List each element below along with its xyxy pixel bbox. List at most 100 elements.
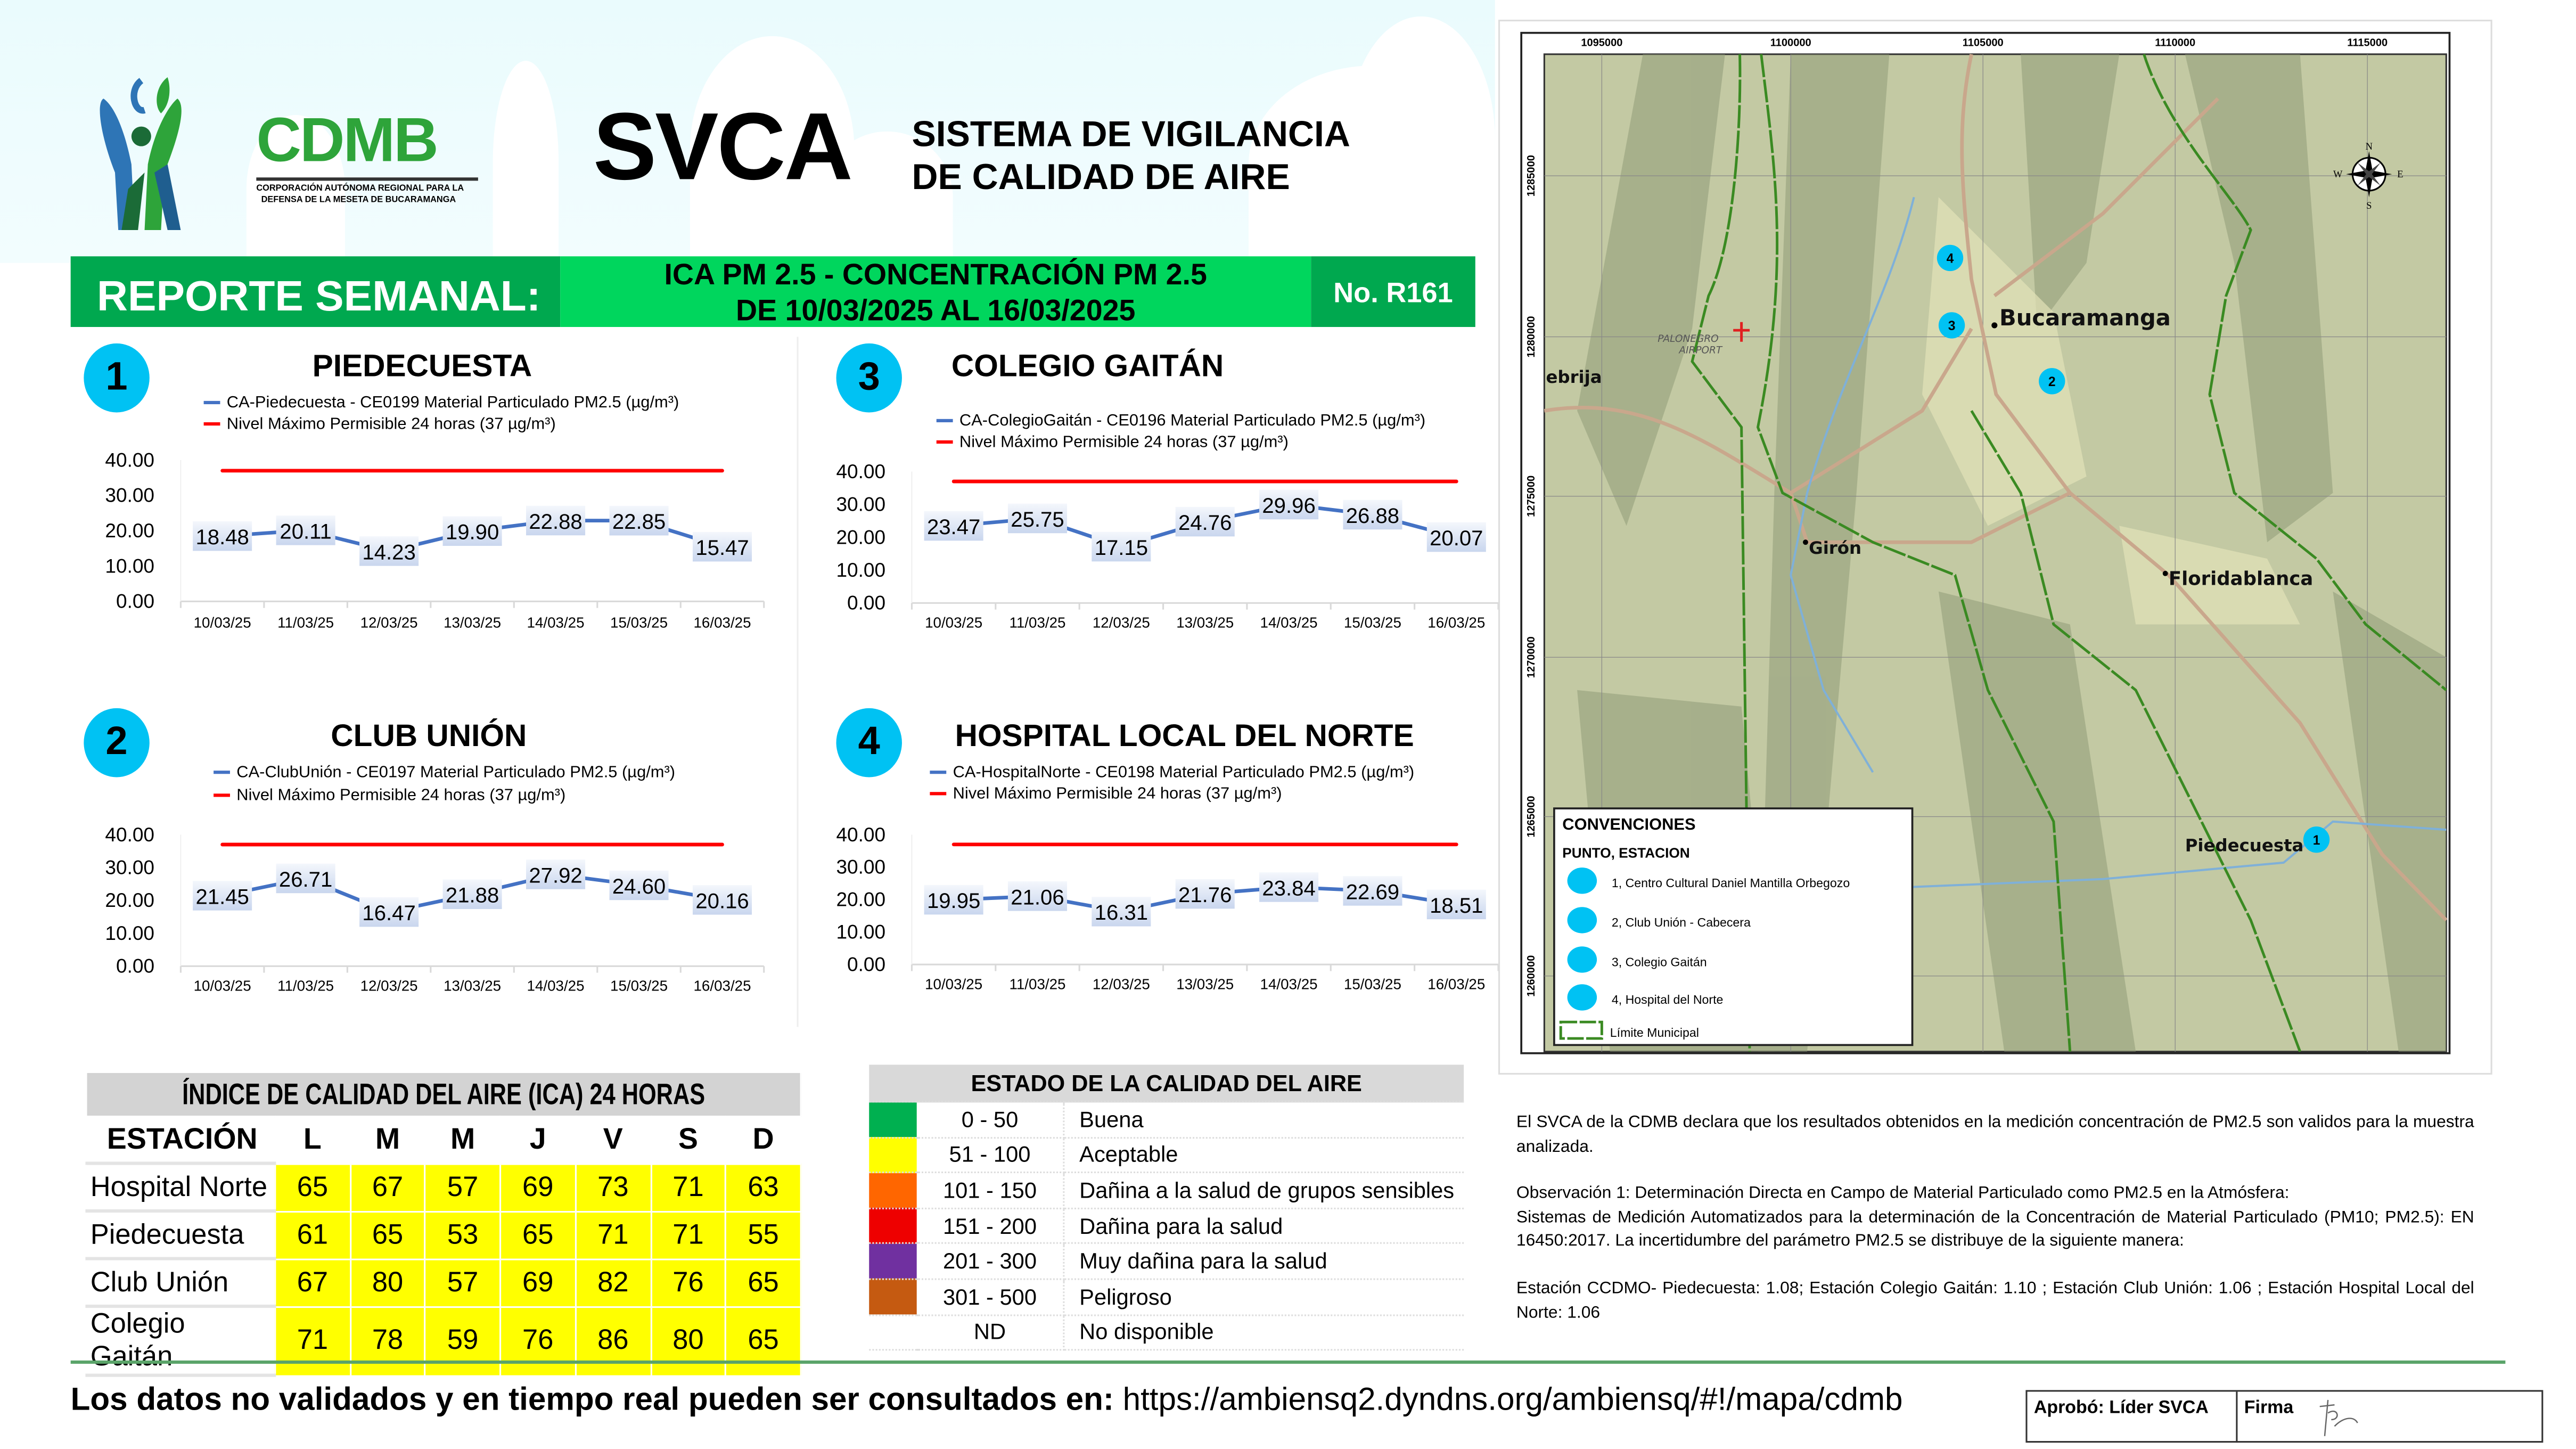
ica-table-title: ÍNDICE DE CALIDAD DEL AIRE (ICA) 24 HORA… bbox=[85, 1071, 802, 1118]
data-label: 21.45 bbox=[195, 885, 249, 908]
legend-series: CA-ColegioGaitán - CE0196 Material Parti… bbox=[936, 412, 1426, 431]
data-label-box bbox=[359, 897, 419, 927]
map-marker-2[interactable]: 2 bbox=[2039, 368, 2065, 395]
chart-title: CLUB UNIÓN bbox=[331, 719, 527, 755]
air-quality-row: 151 - 200 Dañina para la salud bbox=[869, 1208, 1464, 1245]
station-number-badge: 1 bbox=[84, 343, 150, 413]
legend-limit: Nivel Máximo Permisible 24 horas (37 µg/… bbox=[214, 787, 565, 805]
air-quality-label: Buena bbox=[1063, 1101, 1464, 1138]
data-label-box bbox=[442, 879, 502, 910]
x-tick-label: 11/03/25 bbox=[277, 615, 334, 631]
air-quality-scale-table: ESTADO DE LA CALIDAD DEL AIRE 0 - 50 Buen… bbox=[869, 1065, 1464, 1351]
ica-value-cell: 65 bbox=[274, 1162, 351, 1212]
legend-series-label: CA-Piedecuesta - CE0199 Material Particu… bbox=[226, 394, 679, 413]
data-label-box bbox=[609, 505, 669, 536]
map-marker-3[interactable]: 3 bbox=[1938, 312, 1965, 339]
data-label-box bbox=[193, 881, 252, 911]
observation-heading: Observación 1: Determinación Directa en … bbox=[1516, 1185, 2290, 1204]
x-tick-label: 14/03/25 bbox=[527, 978, 585, 994]
ica-value-cell: 57 bbox=[424, 1257, 502, 1307]
footer-url-link[interactable]: https://ambiensq2.dyndns.org/ambiensq/#!… bbox=[1122, 1381, 1903, 1418]
place-airport: PALONEGRO bbox=[1658, 333, 1718, 345]
air-quality-label: Peligroso bbox=[1063, 1279, 1464, 1316]
data-label-box bbox=[1175, 879, 1235, 909]
marker-number: 4 bbox=[1947, 252, 1954, 266]
system-acronym: SVCA bbox=[593, 93, 853, 201]
x-tick-label: 10/03/25 bbox=[925, 976, 982, 992]
x-tick-label: 16/03/25 bbox=[1428, 976, 1485, 992]
air-quality-color-swatch bbox=[869, 1243, 917, 1280]
data-label-box bbox=[193, 521, 252, 551]
data-label-box bbox=[1343, 500, 1402, 530]
station-number-badge: 2 bbox=[84, 708, 150, 777]
data-label: 21.06 bbox=[1011, 886, 1064, 909]
approval-box: Aprobó: Líder SVCA Firma bbox=[2025, 1390, 2544, 1443]
map-marker-1[interactable]: 1 bbox=[2303, 826, 2330, 853]
ica-column-header: M bbox=[349, 1116, 426, 1165]
x-tick-label: 12/03/25 bbox=[360, 615, 418, 631]
air-quality-color-swatch bbox=[869, 1208, 917, 1245]
ica-value-cell: 76 bbox=[499, 1305, 577, 1377]
data-label-box bbox=[359, 536, 419, 566]
ica-title-text: ÍNDICE DE CALIDAD DEL AIRE (ICA) 24 HORA… bbox=[182, 1077, 705, 1110]
ica-value-cell: 65 bbox=[725, 1257, 802, 1307]
ica-value-cell: 80 bbox=[349, 1257, 426, 1307]
logo-org-line2: DEFENSA DE LA MESETA DE BUCARAMANGA bbox=[261, 195, 456, 206]
x-tick-label: 16/03/25 bbox=[694, 978, 751, 994]
station-number-badge: 3 bbox=[836, 343, 902, 413]
air-quality-row: 201 - 300 Muy dañina para la salud bbox=[869, 1243, 1464, 1280]
x-tick-label: 16/03/25 bbox=[1428, 615, 1485, 631]
air-quality-label: No disponible bbox=[1063, 1314, 1464, 1351]
map-x-ticks: 1095000 1100000 1105000 1110000 1115000 bbox=[1581, 37, 2388, 48]
validation-notes: El SVCA de la CDMB declara que los resul… bbox=[1516, 1112, 2474, 1349]
ica-value-cell: 61 bbox=[274, 1210, 351, 1260]
cdmb-logo: CDMB CORPORACIÓN AUTÓNOMA REGIONAL PARA … bbox=[95, 74, 490, 239]
marker-number: 3 bbox=[1948, 319, 1956, 333]
report-date-range: DE 10/03/2025 AL 16/03/2025 bbox=[736, 294, 1136, 328]
data-label-box bbox=[1092, 531, 1151, 562]
ica-value-cell: 65 bbox=[725, 1305, 802, 1377]
x-tick-label: 10/03/25 bbox=[194, 978, 251, 994]
map-place-labels: Bucaramanga Girón Floridablanca Piedecue… bbox=[1546, 305, 2313, 855]
data-label: 22.69 bbox=[1346, 880, 1399, 904]
data-label-box bbox=[1092, 897, 1151, 927]
report-number: No. R161 bbox=[1311, 256, 1475, 328]
place-floridablanca: Floridablanca bbox=[2169, 568, 2313, 590]
data-label: 15.47 bbox=[695, 536, 749, 560]
map-y-ticks: 1285000 1280000 1275000 1270000 1265000 … bbox=[1525, 155, 1537, 997]
map-x-tick: 1110000 bbox=[2155, 37, 2195, 48]
airport-icon bbox=[1733, 322, 1750, 342]
legend-limit-label: Nivel Máximo Permisible 24 horas (37 µg/… bbox=[236, 787, 566, 805]
data-label: 19.95 bbox=[927, 889, 980, 913]
air-quality-range: 201 - 300 bbox=[916, 1243, 1065, 1280]
ica-table-row: Hospital Norte 65 67 57 69 73 71 63 bbox=[85, 1162, 802, 1213]
station-number-badge: 4 bbox=[836, 708, 902, 777]
x-tick-label: 10/03/25 bbox=[925, 615, 982, 631]
map-marker-4[interactable]: 4 bbox=[1937, 244, 1964, 272]
data-label-box bbox=[1259, 872, 1319, 902]
ica-value-cell: 65 bbox=[499, 1210, 577, 1260]
map-y-tick: 1285000 bbox=[1525, 155, 1537, 197]
data-label: 16.31 bbox=[1095, 901, 1148, 924]
y-tick-label: 40.00 bbox=[836, 823, 885, 846]
uncertainty-values: Estación CCDMO- Piedecuesta: 1.08; Estac… bbox=[1516, 1280, 2474, 1322]
x-tick-label: 15/03/25 bbox=[1344, 615, 1401, 631]
ica-value-cell: 71 bbox=[650, 1210, 727, 1260]
ica-table: ÍNDICE DE CALIDAD DEL AIRE (ICA) 24 HORA… bbox=[85, 1071, 802, 1377]
chart-title: PIEDECUESTA bbox=[312, 350, 532, 385]
x-tick-label: 14/03/25 bbox=[527, 615, 585, 631]
ica-column-header: S bbox=[650, 1116, 727, 1165]
report-title: ICA PM 2.5 - CONCENTRACIÓN PM 2.5 DE 10/… bbox=[560, 256, 1311, 328]
air-quality-range: 151 - 200 bbox=[916, 1208, 1065, 1245]
logo-brand-text: CDMB bbox=[256, 107, 438, 176]
data-label-box bbox=[1007, 881, 1068, 911]
air-quality-row: 0 - 50 Buena bbox=[869, 1101, 1464, 1138]
air-quality-color-swatch bbox=[869, 1137, 917, 1174]
ica-value-cell: 71 bbox=[650, 1162, 727, 1212]
x-tick-label: 13/03/25 bbox=[1176, 976, 1234, 992]
air-quality-range: 51 - 100 bbox=[916, 1137, 1065, 1174]
legend-series-label: CA-ColegioGaitán - CE0196 Material Parti… bbox=[959, 412, 1426, 431]
map-y-tick: 1270000 bbox=[1525, 636, 1537, 678]
